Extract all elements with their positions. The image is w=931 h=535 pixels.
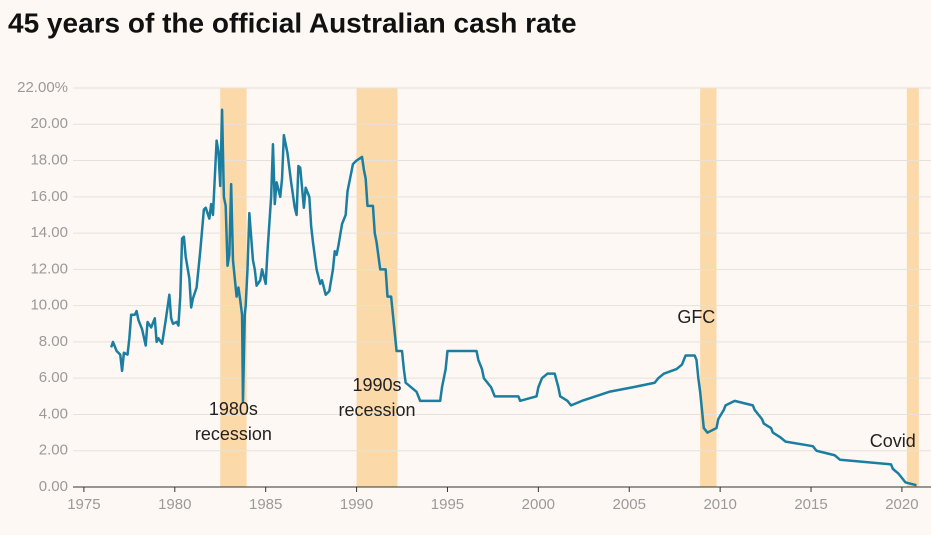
x-tick-label: 2010 <box>703 496 736 513</box>
y-tick-label: 10.00 <box>30 297 68 314</box>
x-tick-label: 2015 <box>794 496 827 513</box>
shaded-period <box>700 88 717 487</box>
period-label: Covid <box>870 431 916 451</box>
shaded-period <box>356 88 398 487</box>
x-tick-label: 2020 <box>885 496 918 513</box>
y-tick-label: 2.00 <box>39 442 68 459</box>
x-tick-label: 1990 <box>340 496 373 513</box>
y-tick-label: 6.00 <box>39 369 68 386</box>
x-tick-label: 1980 <box>158 496 191 513</box>
period-label: GFC <box>677 307 715 327</box>
shaded-period <box>220 88 247 487</box>
period-label: 1990s <box>353 375 402 395</box>
y-tick-label: 4.00 <box>39 405 68 422</box>
period-label: recession <box>195 424 272 444</box>
x-tick-label: 1985 <box>249 496 282 513</box>
y-tick-label: 20.00 <box>30 115 68 132</box>
cash-rate-line <box>109 108 917 487</box>
y-tick-label: 18.00 <box>30 152 68 169</box>
x-tick-label: 2000 <box>522 496 555 513</box>
x-tick-label: 1995 <box>431 496 464 513</box>
period-label: recession <box>339 400 416 420</box>
y-tick-label: 8.00 <box>39 333 68 350</box>
shaded-period <box>906 88 919 487</box>
y-tick-label: 22.00% <box>17 79 68 96</box>
x-tick-label: 2005 <box>613 496 646 513</box>
y-tick-label: 12.00 <box>30 260 68 277</box>
chart-title: 45 years of the official Australian cash… <box>8 7 577 38</box>
y-tick-label: 0.00 <box>39 478 68 495</box>
y-tick-label: 14.00 <box>30 224 68 241</box>
x-tick-label: 1975 <box>67 496 100 513</box>
y-tick-label: 16.00 <box>30 188 68 205</box>
period-label: 1980s <box>209 399 258 419</box>
